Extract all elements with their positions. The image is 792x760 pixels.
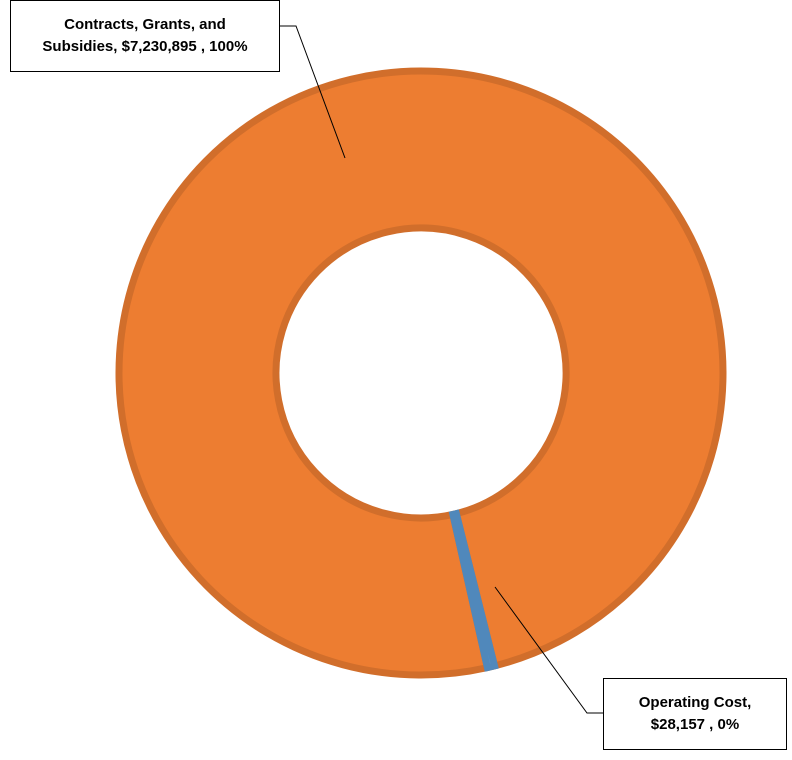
slice-operating-cost bbox=[448, 509, 499, 672]
data-label-contracts-grants-subsidies: Contracts, Grants, and Subsidies, $7,230… bbox=[10, 0, 280, 72]
data-label-contracts-line2: Subsidies, $7,230,895 , 100% bbox=[42, 38, 248, 55]
data-label-operating-cost: Operating Cost, $28,157 , 0% bbox=[603, 678, 787, 750]
data-label-operating-line1: Operating Cost, bbox=[638, 694, 752, 711]
leader-line-contracts bbox=[280, 25, 346, 159]
slice-contracts-grants-and-subsidies bbox=[115, 67, 727, 679]
data-label-contracts-line1: Contracts, Grants, and bbox=[64, 16, 226, 33]
leader-line-operating bbox=[494, 586, 603, 714]
data-label-operating-line2: $28,157 , 0% bbox=[650, 716, 740, 733]
